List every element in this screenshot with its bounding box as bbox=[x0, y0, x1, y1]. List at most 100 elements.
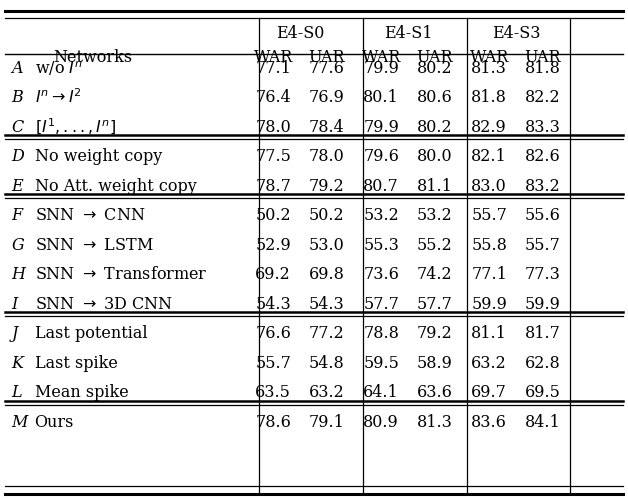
Text: 76.6: 76.6 bbox=[255, 326, 291, 342]
Text: H: H bbox=[11, 266, 25, 283]
Text: 77.6: 77.6 bbox=[308, 60, 345, 77]
Text: 80.7: 80.7 bbox=[364, 178, 399, 195]
Text: E: E bbox=[11, 178, 23, 195]
Text: 78.8: 78.8 bbox=[363, 326, 399, 342]
Text: 81.3: 81.3 bbox=[471, 60, 507, 77]
Text: UAR: UAR bbox=[524, 48, 561, 66]
Text: 82.2: 82.2 bbox=[525, 90, 560, 106]
Text: 79.9: 79.9 bbox=[363, 119, 399, 136]
Text: I: I bbox=[11, 296, 18, 313]
Text: 52.9: 52.9 bbox=[256, 237, 291, 254]
Text: 81.8: 81.8 bbox=[471, 90, 507, 106]
Text: 59.9: 59.9 bbox=[524, 296, 561, 313]
Text: w/o $I^n$: w/o $I^n$ bbox=[35, 59, 82, 78]
Text: 77.5: 77.5 bbox=[255, 148, 291, 166]
Text: 69.8: 69.8 bbox=[308, 266, 345, 283]
Text: SNN $\rightarrow$ Transformer: SNN $\rightarrow$ Transformer bbox=[35, 266, 207, 283]
Text: 64.1: 64.1 bbox=[364, 384, 399, 402]
Text: A: A bbox=[11, 60, 23, 77]
Text: 78.6: 78.6 bbox=[255, 414, 291, 431]
Text: $[I^1, ..., I^n]$: $[I^1, ..., I^n]$ bbox=[35, 118, 116, 138]
Text: WAR: WAR bbox=[470, 48, 509, 66]
Text: L: L bbox=[11, 384, 22, 402]
Text: 84.1: 84.1 bbox=[525, 414, 560, 431]
Text: SNN $\rightarrow$ 3D CNN: SNN $\rightarrow$ 3D CNN bbox=[35, 296, 172, 313]
Text: 63.2: 63.2 bbox=[309, 384, 344, 402]
Text: 78.0: 78.0 bbox=[309, 148, 344, 166]
Text: 83.6: 83.6 bbox=[471, 414, 507, 431]
Text: 83.0: 83.0 bbox=[472, 178, 507, 195]
Text: 74.2: 74.2 bbox=[417, 266, 452, 283]
Text: $I^n \rightarrow I^2$: $I^n \rightarrow I^2$ bbox=[35, 88, 82, 107]
Text: 59.9: 59.9 bbox=[471, 296, 507, 313]
Text: E4-S0: E4-S0 bbox=[276, 24, 324, 42]
Text: Ours: Ours bbox=[35, 414, 74, 431]
Text: 73.6: 73.6 bbox=[363, 266, 399, 283]
Text: 80.9: 80.9 bbox=[364, 414, 399, 431]
Text: No weight copy: No weight copy bbox=[35, 148, 162, 166]
Text: No Att. weight copy: No Att. weight copy bbox=[35, 178, 197, 195]
Text: 81.1: 81.1 bbox=[416, 178, 453, 195]
Text: E4-S3: E4-S3 bbox=[492, 24, 540, 42]
Text: 76.9: 76.9 bbox=[308, 90, 345, 106]
Text: 69.2: 69.2 bbox=[256, 266, 291, 283]
Text: 80.2: 80.2 bbox=[417, 119, 452, 136]
Text: 53.2: 53.2 bbox=[364, 208, 399, 224]
Text: Networks: Networks bbox=[53, 48, 133, 66]
Text: 55.3: 55.3 bbox=[363, 237, 399, 254]
Text: M: M bbox=[11, 414, 28, 431]
Text: 80.0: 80.0 bbox=[417, 148, 452, 166]
Text: 78.0: 78.0 bbox=[256, 119, 291, 136]
Text: 55.2: 55.2 bbox=[417, 237, 452, 254]
Text: 53.0: 53.0 bbox=[309, 237, 344, 254]
Text: UAR: UAR bbox=[308, 48, 345, 66]
Text: 54.3: 54.3 bbox=[256, 296, 291, 313]
Text: SNN $\rightarrow$ LSTM: SNN $\rightarrow$ LSTM bbox=[35, 237, 153, 254]
Text: 79.2: 79.2 bbox=[309, 178, 344, 195]
Text: 55.7: 55.7 bbox=[524, 237, 561, 254]
Text: 77.1: 77.1 bbox=[255, 60, 291, 77]
Text: 53.2: 53.2 bbox=[417, 208, 452, 224]
Text: 80.6: 80.6 bbox=[417, 90, 452, 106]
Text: WAR: WAR bbox=[362, 48, 401, 66]
Text: 50.2: 50.2 bbox=[256, 208, 291, 224]
Text: 82.9: 82.9 bbox=[472, 119, 507, 136]
Text: 63.2: 63.2 bbox=[472, 355, 507, 372]
Text: 81.3: 81.3 bbox=[416, 414, 453, 431]
Text: 76.4: 76.4 bbox=[256, 90, 291, 106]
Text: WAR: WAR bbox=[254, 48, 293, 66]
Text: 69.5: 69.5 bbox=[524, 384, 561, 402]
Text: 80.2: 80.2 bbox=[417, 60, 452, 77]
Text: 59.5: 59.5 bbox=[363, 355, 399, 372]
Text: 79.6: 79.6 bbox=[363, 148, 399, 166]
Text: 77.2: 77.2 bbox=[309, 326, 344, 342]
Text: 69.7: 69.7 bbox=[471, 384, 507, 402]
Text: 79.2: 79.2 bbox=[417, 326, 452, 342]
Text: Last spike: Last spike bbox=[35, 355, 117, 372]
Text: 79.1: 79.1 bbox=[308, 414, 345, 431]
Text: 55.7: 55.7 bbox=[471, 208, 507, 224]
Text: 54.3: 54.3 bbox=[309, 296, 344, 313]
Text: 83.2: 83.2 bbox=[525, 178, 560, 195]
Text: 55.7: 55.7 bbox=[255, 355, 291, 372]
Text: 57.7: 57.7 bbox=[363, 296, 399, 313]
Text: 63.6: 63.6 bbox=[416, 384, 453, 402]
Text: E4-S1: E4-S1 bbox=[384, 24, 432, 42]
Text: 77.1: 77.1 bbox=[471, 266, 507, 283]
Text: 54.8: 54.8 bbox=[309, 355, 344, 372]
Text: 79.9: 79.9 bbox=[363, 60, 399, 77]
Text: 82.6: 82.6 bbox=[525, 148, 560, 166]
Text: 62.8: 62.8 bbox=[525, 355, 560, 372]
Text: B: B bbox=[11, 90, 23, 106]
Text: K: K bbox=[11, 355, 23, 372]
Text: Mean spike: Mean spike bbox=[35, 384, 128, 402]
Text: 81.1: 81.1 bbox=[471, 326, 507, 342]
Text: 78.4: 78.4 bbox=[309, 119, 344, 136]
Text: 83.3: 83.3 bbox=[524, 119, 561, 136]
Text: 80.1: 80.1 bbox=[364, 90, 399, 106]
Text: SNN $\rightarrow$ CNN: SNN $\rightarrow$ CNN bbox=[35, 208, 145, 224]
Text: 81.8: 81.8 bbox=[524, 60, 561, 77]
Text: 55.8: 55.8 bbox=[471, 237, 507, 254]
Text: 50.2: 50.2 bbox=[309, 208, 344, 224]
Text: 57.7: 57.7 bbox=[416, 296, 453, 313]
